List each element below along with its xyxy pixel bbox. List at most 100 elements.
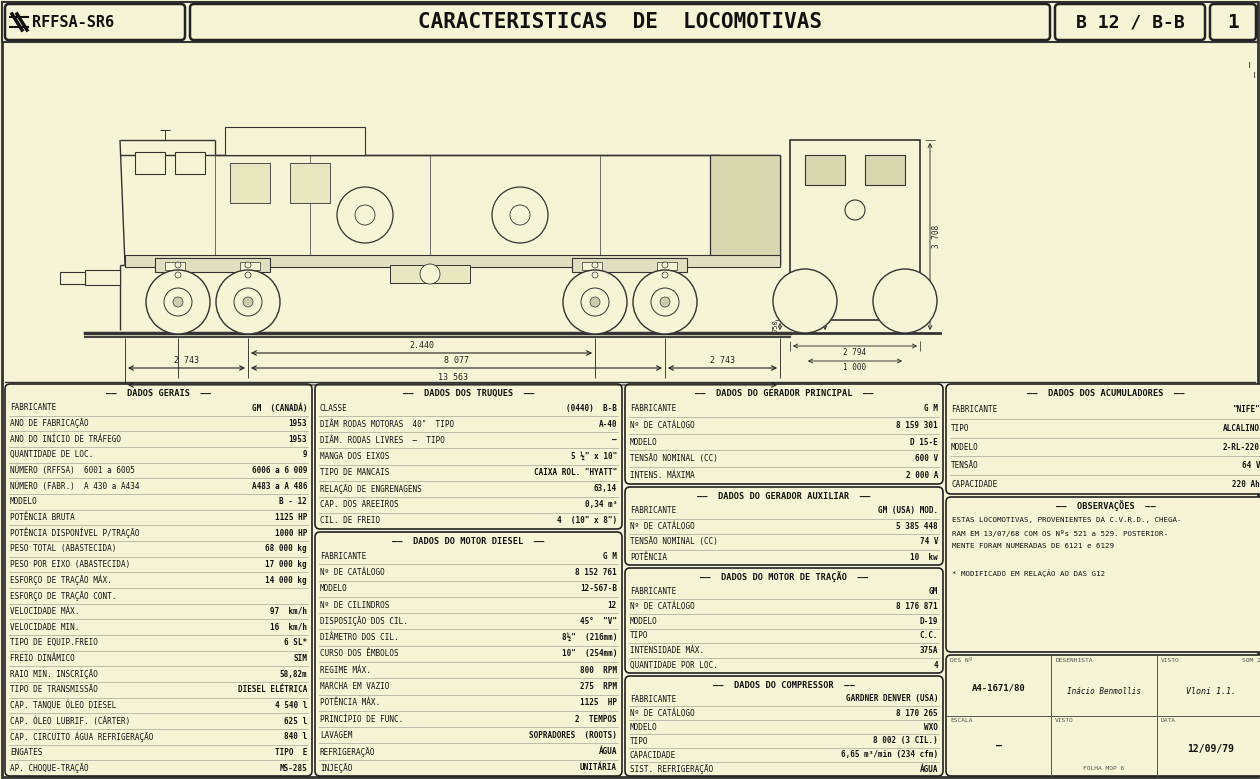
Text: 0,34 m³: 0,34 m³ <box>585 500 617 509</box>
Text: 74 V: 74 V <box>920 538 937 546</box>
Text: ——  DADOS GERAIS  ——: —— DADOS GERAIS —— <box>106 389 210 397</box>
Text: ALCALINO: ALCALINO <box>1223 424 1260 432</box>
Text: DESENHISTA: DESENHISTA <box>1056 658 1092 663</box>
Text: —: — <box>612 435 617 445</box>
Bar <box>582 262 602 270</box>
Text: 1 000: 1 000 <box>843 363 867 372</box>
Text: INTENS. MÁXIMA: INTENS. MÁXIMA <box>630 471 694 480</box>
Text: ——  OBSERVAÇÕES  ——: —— OBSERVAÇÕES —— <box>1056 501 1155 512</box>
Text: ——  DADOS DO MOTOR DE TRAÇÃO  ——: —— DADOS DO MOTOR DE TRAÇÃO —— <box>701 572 868 583</box>
Text: MODELO: MODELO <box>630 438 658 446</box>
Circle shape <box>355 205 375 225</box>
Text: 2 794: 2 794 <box>843 348 867 357</box>
Bar <box>290 163 330 203</box>
Text: ——  DADOS DOS ACUMULADORES  ——: —— DADOS DOS ACUMULADORES —— <box>1027 389 1184 397</box>
Bar <box>135 152 165 174</box>
Bar <box>239 262 260 270</box>
Bar <box>175 152 205 174</box>
Circle shape <box>633 270 697 334</box>
Text: 800  RPM: 800 RPM <box>580 665 617 675</box>
Text: 6006 a 6 009: 6006 a 6 009 <box>252 466 307 475</box>
Text: 1: 1 <box>1227 12 1239 31</box>
Text: 12/09/79: 12/09/79 <box>1187 744 1235 754</box>
Text: TENSÃO NOMINAL (CC): TENSÃO NOMINAL (CC) <box>630 538 718 546</box>
Text: 10  kw: 10 kw <box>910 553 937 562</box>
Circle shape <box>873 269 937 333</box>
Text: 63,14: 63,14 <box>593 485 617 493</box>
Text: PRINCÍPIO DE FUNC.: PRINCÍPIO DE FUNC. <box>320 714 403 724</box>
Text: DATA: DATA <box>1160 718 1176 724</box>
Text: DES Nº: DES Nº <box>950 658 973 663</box>
Text: Nº DE CATÁLOGO: Nº DE CATÁLOGO <box>630 421 694 430</box>
Text: FABRICANTE: FABRICANTE <box>951 405 997 414</box>
Text: FABRICANTE: FABRICANTE <box>630 587 677 596</box>
Text: 6 SL*: 6 SL* <box>284 638 307 647</box>
Circle shape <box>581 288 609 316</box>
Text: FABRICANTE: FABRICANTE <box>10 404 57 412</box>
Text: GM: GM <box>929 587 937 596</box>
Text: 750: 750 <box>827 293 833 305</box>
Text: ESFORÇO DE TRAÇÃO CONT.: ESFORÇO DE TRAÇÃO CONT. <box>10 591 116 601</box>
Bar <box>790 140 920 320</box>
Text: 16  km/h: 16 km/h <box>270 622 307 632</box>
Text: 375A: 375A <box>920 647 937 655</box>
Text: Nº DE CILINDROS: Nº DE CILINDROS <box>320 601 389 609</box>
Text: G M: G M <box>604 552 617 561</box>
Text: 275  RPM: 275 RPM <box>580 682 617 691</box>
Text: VISTO: VISTO <box>1160 658 1179 663</box>
Text: QUANTIDADE POR LOC.: QUANTIDADE POR LOC. <box>630 661 718 670</box>
Bar <box>155 258 270 272</box>
Text: INTENSIDADE MÁX.: INTENSIDADE MÁX. <box>630 647 704 655</box>
Text: DIESEL ELÉTRICA: DIESEL ELÉTRICA <box>238 686 307 694</box>
Text: TIPO DE TRANSMISSÃO: TIPO DE TRANSMISSÃO <box>10 686 98 694</box>
Text: MARCHA EM VAZIO: MARCHA EM VAZIO <box>320 682 389 691</box>
Text: LAVAGEM: LAVAGEM <box>320 731 353 740</box>
Text: 1125 HP: 1125 HP <box>275 513 307 522</box>
FancyBboxPatch shape <box>625 568 942 673</box>
Text: TIPO DE MANCAIS: TIPO DE MANCAIS <box>320 468 389 477</box>
Text: MODELO: MODELO <box>320 584 348 594</box>
Text: SOM 2: SOM 2 <box>1242 658 1260 663</box>
Text: 5 ½" x 10": 5 ½" x 10" <box>571 452 617 461</box>
Text: TENSÃO: TENSÃO <box>951 461 979 471</box>
Circle shape <box>660 297 670 307</box>
Text: 4  (10" x 8"): 4 (10" x 8") <box>557 516 617 526</box>
Text: * MODIFICADO EM RELAÇÃO AO DAS G12: * MODIFICADO EM RELAÇÃO AO DAS G12 <box>953 569 1105 576</box>
Text: MENTE FORAM NUMERADAS DE 6121 e 6129: MENTE FORAM NUMERADAS DE 6121 e 6129 <box>953 543 1114 549</box>
Text: Inácio Benmollis: Inácio Benmollis <box>1067 687 1140 696</box>
Text: ——  DADOS DOS TRUQUES  ——: —— DADOS DOS TRUQUES —— <box>403 389 534 397</box>
Circle shape <box>592 262 598 268</box>
Circle shape <box>590 297 600 307</box>
Text: 12-567-B: 12-567-B <box>580 584 617 594</box>
FancyBboxPatch shape <box>315 532 622 776</box>
Text: CIL. DE FREIO: CIL. DE FREIO <box>320 516 381 526</box>
Text: ÁGUA: ÁGUA <box>598 747 617 756</box>
Text: ——  DADOS DO MOTOR DIESEL  ——: —— DADOS DO MOTOR DIESEL —— <box>392 537 544 545</box>
Bar <box>170 265 186 273</box>
Text: 2.440: 2.440 <box>410 341 433 350</box>
Text: Nº DE CATÁLOGO: Nº DE CATÁLOGO <box>630 708 694 717</box>
Circle shape <box>234 288 262 316</box>
Text: 750: 750 <box>772 319 777 333</box>
Text: 2  TEMPOS: 2 TEMPOS <box>576 714 617 724</box>
FancyBboxPatch shape <box>625 487 942 565</box>
Text: RFFSA-SR6: RFFSA-SR6 <box>32 15 115 30</box>
Circle shape <box>592 272 598 278</box>
Text: 1953: 1953 <box>289 435 307 444</box>
Text: ANO DO INÍCIO DE TRÁFEGO: ANO DO INÍCIO DE TRÁFEGO <box>10 435 121 444</box>
FancyBboxPatch shape <box>1210 4 1256 40</box>
Text: B 12 / B-B: B 12 / B-B <box>1076 13 1184 31</box>
Circle shape <box>510 205 530 225</box>
Text: 8 152 761: 8 152 761 <box>576 568 617 577</box>
Text: 1125  HP: 1125 HP <box>580 698 617 707</box>
Text: —: — <box>995 741 1002 751</box>
Text: MANGA DOS EIXOS: MANGA DOS EIXOS <box>320 452 389 461</box>
Text: Nº DE CATÁLOGO: Nº DE CATÁLOGO <box>320 568 384 577</box>
Text: MODELO: MODELO <box>951 442 979 452</box>
Text: 2 743: 2 743 <box>709 356 735 365</box>
Circle shape <box>651 288 679 316</box>
Text: POTÊNCIA BRUTA: POTÊNCIA BRUTA <box>10 513 74 522</box>
FancyBboxPatch shape <box>625 384 942 484</box>
Bar <box>587 265 604 273</box>
Text: Nº DE CATÁLOGO: Nº DE CATÁLOGO <box>630 522 694 530</box>
